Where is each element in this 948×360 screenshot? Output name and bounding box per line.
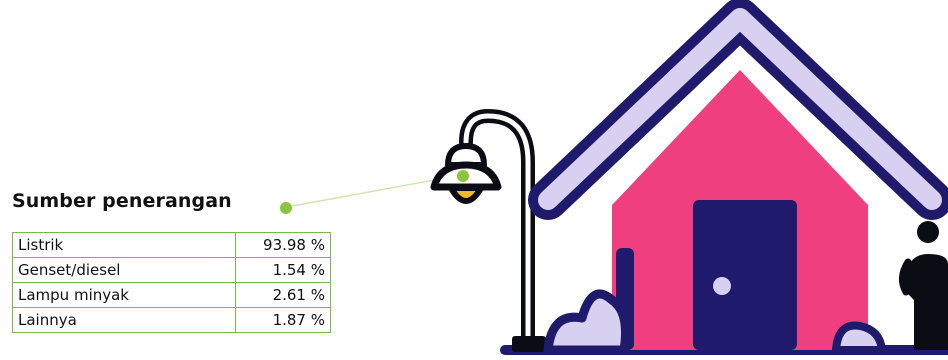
row-value: 93.98 % (235, 232, 331, 258)
row-value: 1.54 % (235, 257, 331, 283)
row-label: Lampu minyak (12, 282, 236, 308)
table-row: Lampu minyak 2.61 % (12, 282, 331, 308)
table-row: Lainnya 1.87 % (12, 307, 331, 333)
title-marker-dot (280, 202, 292, 214)
table-row: Genset/diesel 1.54 % (12, 257, 331, 283)
lighting-sources-table: Listrik 93.98 % Genset/diesel 1.54 % Lam… (12, 232, 331, 333)
house-icon (528, 0, 948, 355)
row-value: 1.87 % (235, 307, 331, 333)
row-label: Listrik (12, 232, 236, 258)
row-label: Genset/diesel (12, 257, 236, 283)
row-label: Lainnya (12, 307, 236, 333)
table-row: Listrik 93.98 % (12, 232, 331, 258)
person-icon (899, 221, 948, 350)
street-lamp-icon (430, 108, 546, 352)
section-title: Sumber penerangan (12, 190, 232, 212)
row-value: 2.61 % (235, 282, 331, 308)
